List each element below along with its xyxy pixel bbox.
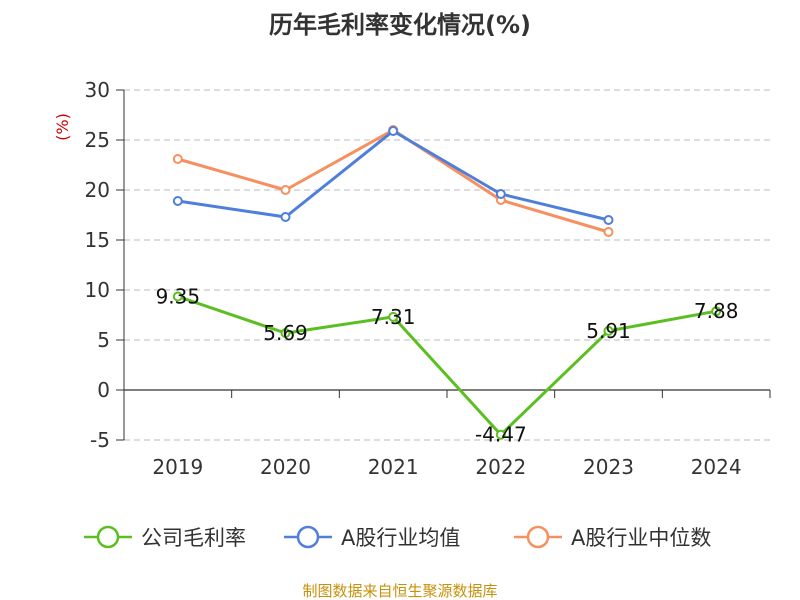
data-label: 7.31 [371,305,416,329]
axes: -5 0 5 10 15 20 25 30 2019 2020 2021 2022 2023 2024 [85,78,771,479]
data-point [495,189,506,199]
y-tick-label: 0 [97,378,110,402]
x-tick-label: 2021 [368,455,419,479]
data-point [280,328,291,339]
data-point [603,227,614,237]
data-point [603,215,614,225]
data-point [388,126,399,136]
y-tick-label: -5 [90,428,110,452]
data-point [280,185,291,195]
data-label: 9.35 [156,285,201,309]
data-label: 7.88 [694,299,739,323]
chart-title: 历年毛利率变化情况(%) [269,11,531,39]
y-tick-label: 5 [97,328,110,352]
data-point [172,196,183,206]
data-point [603,325,614,336]
legend-marker [96,525,120,549]
y-tick-label: 10 [85,278,110,302]
y-tick-label: 15 [85,228,110,252]
data-label: 5.69 [263,321,308,345]
x-tick-label: 2022 [475,455,526,479]
legend-label: A股行业均值 [341,526,460,550]
data-point [280,212,291,222]
source-note: 制图数据来自恒生聚源数据库 [302,582,497,600]
y-tick-label: 25 [85,128,110,152]
legend-label: A股行业中位数 [571,526,711,550]
data-point [388,311,399,322]
y-tick-label: 20 [85,178,110,202]
legend-marker [526,525,550,549]
grid-lines [124,89,770,441]
data-label: 5.91 [586,319,631,343]
y-tick-label: 30 [85,78,110,102]
x-tick-label: 2019 [152,455,203,479]
data-label: -4.47 [475,423,527,447]
x-tick-label: 2020 [260,455,311,479]
legend-label: 公司毛利率 [141,526,246,550]
series-line [177,128,609,234]
data-point [495,429,506,440]
data-point [172,154,183,164]
data-labels: 9.35 5.69 7.31 -4.47 5.91 7.88 [156,285,739,447]
data-point [711,306,722,317]
legend: 公司毛利率 A股行业均值 A股行业中位数 [84,525,711,550]
series-line [177,129,609,222]
x-tick-label: 2024 [691,455,742,479]
data-point [172,291,183,302]
legend-marker [296,525,320,549]
series-lines [172,125,722,440]
y-axis-label: (%) [53,113,72,141]
x-tick-label: 2023 [583,455,634,479]
series-line [177,295,717,437]
